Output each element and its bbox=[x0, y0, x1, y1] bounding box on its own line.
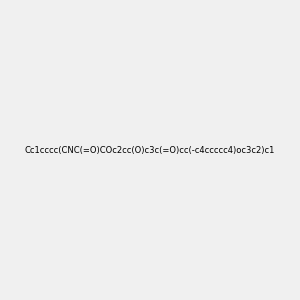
Text: Cc1cccc(CNC(=O)COc2cc(O)c3c(=O)cc(-c4ccccc4)oc3c2)c1: Cc1cccc(CNC(=O)COc2cc(O)c3c(=O)cc(-c4ccc… bbox=[25, 146, 275, 154]
